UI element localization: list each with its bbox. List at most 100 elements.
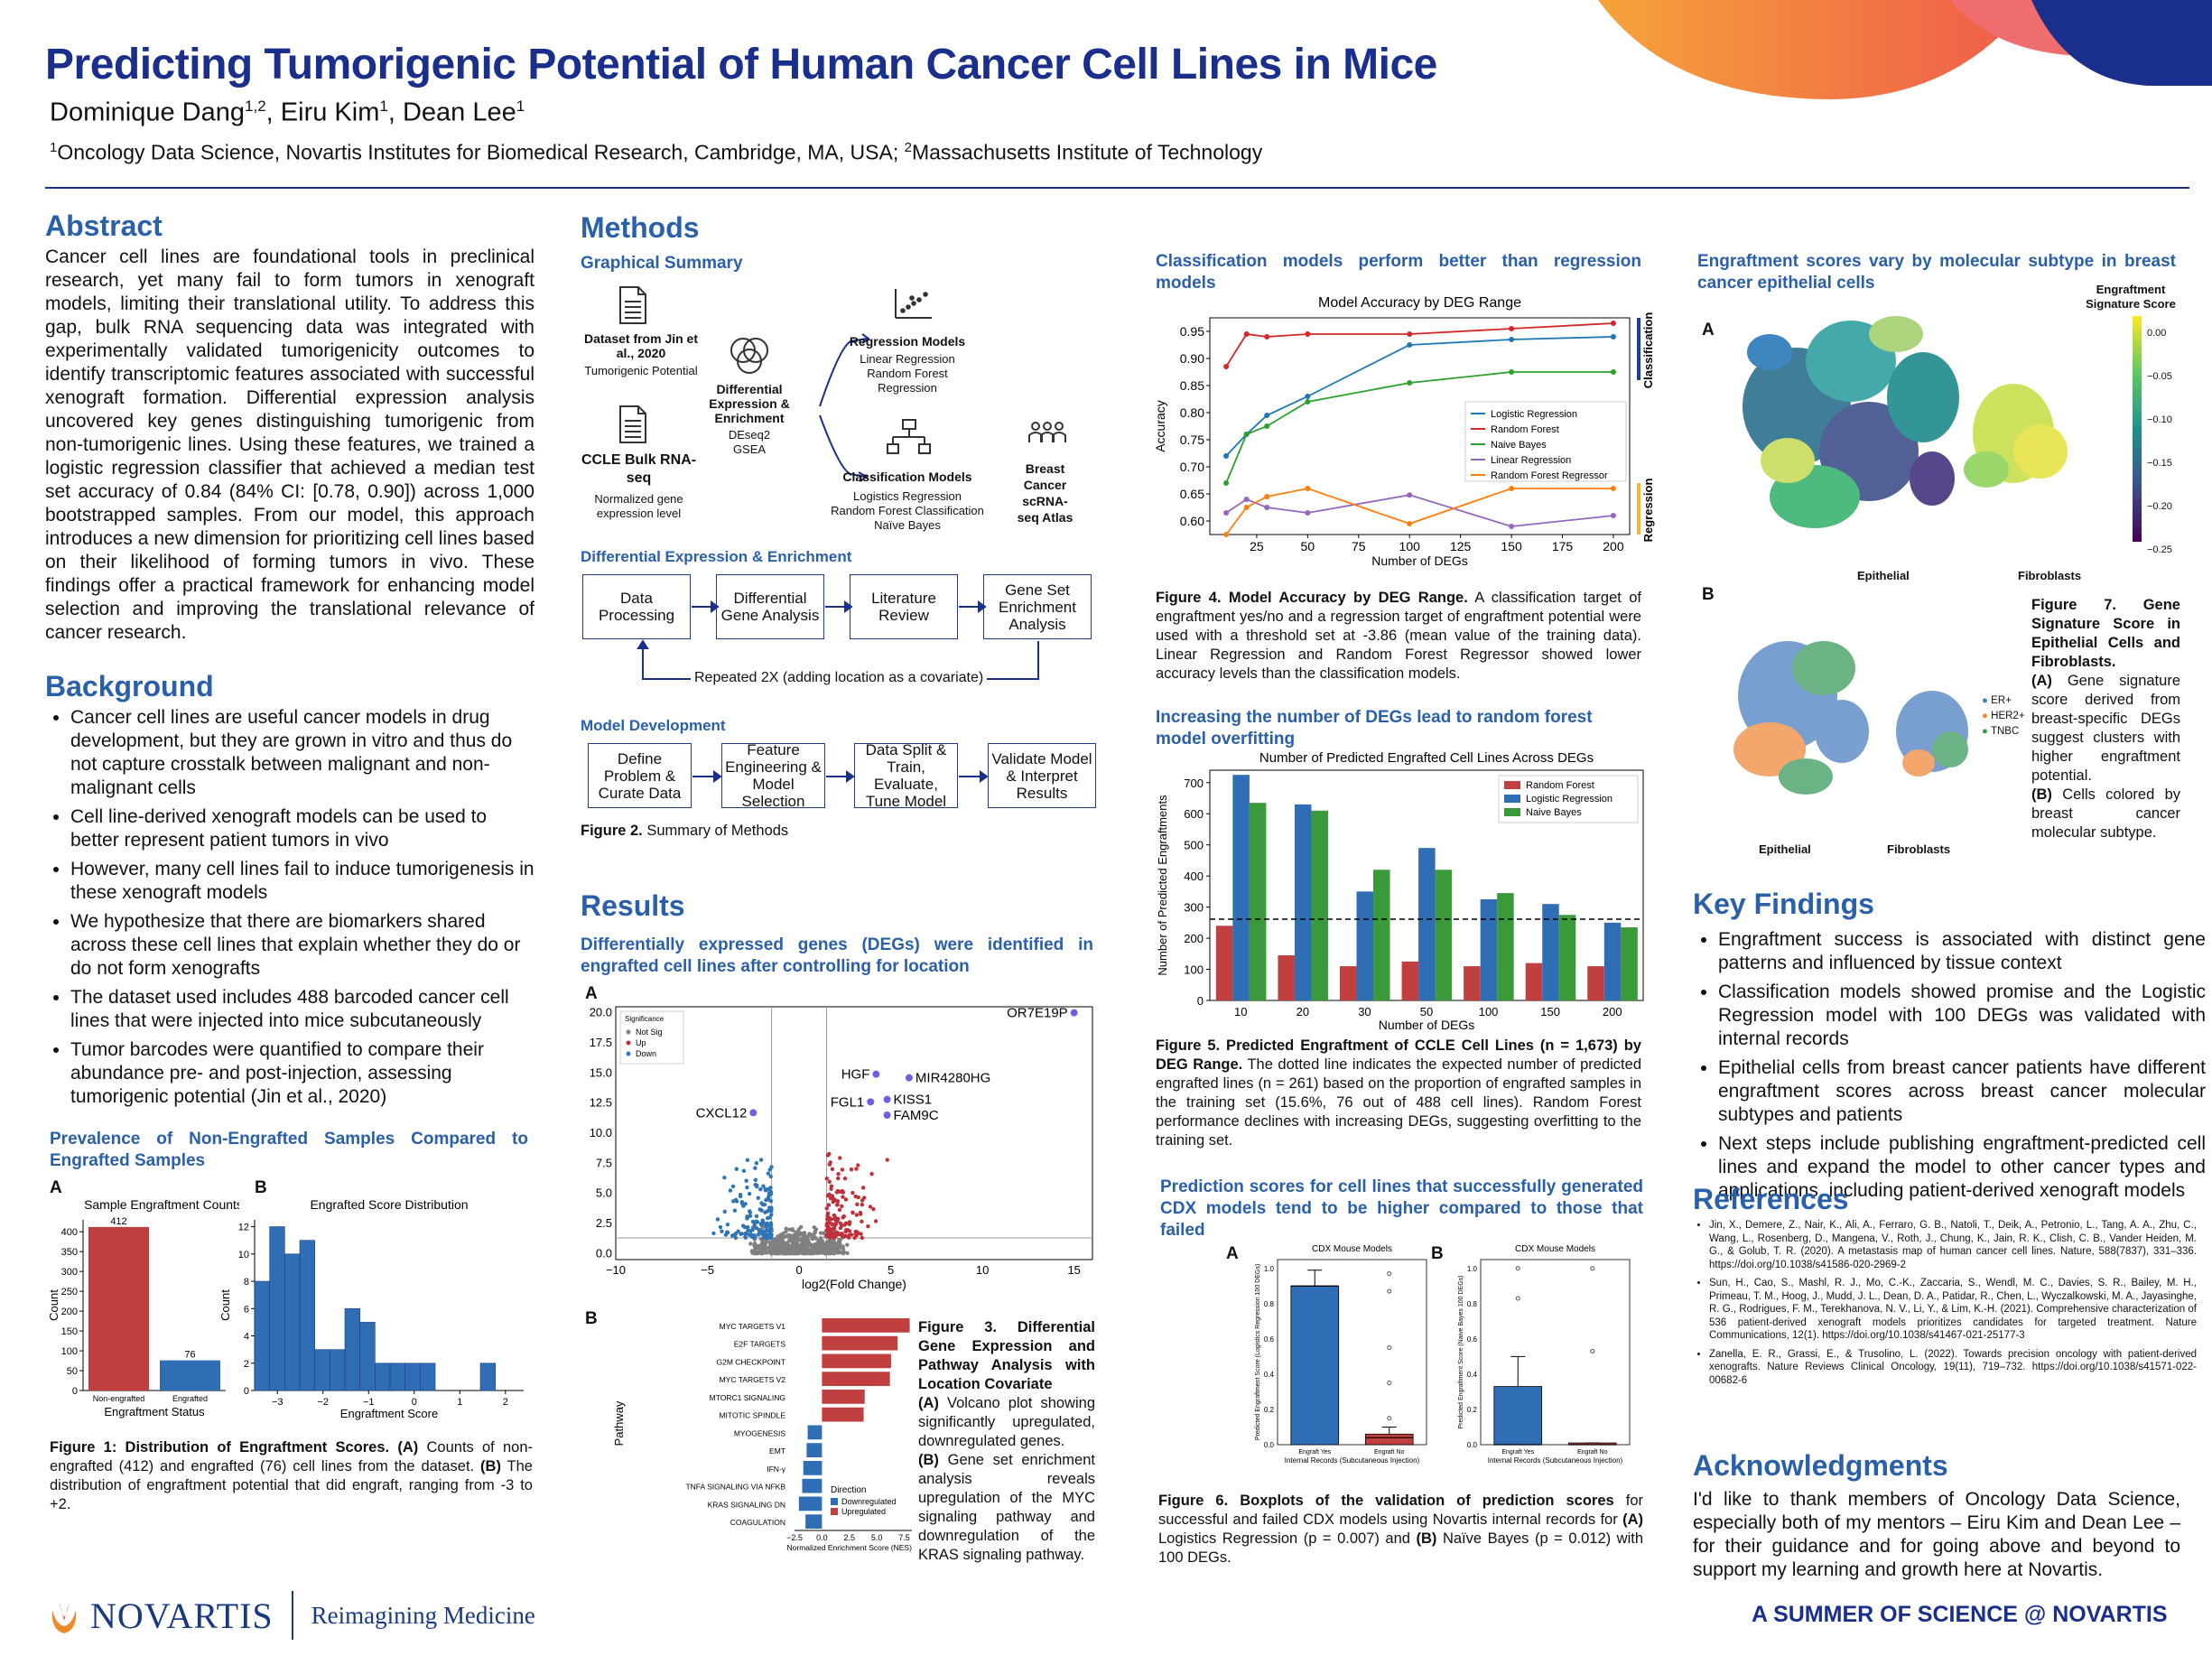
legend-marker <box>831 1498 838 1505</box>
subtype-legend: ● ER+ ● HER2+ ● TNBC <box>1982 695 2025 737</box>
x-tick-label: Engraft Yes <box>1298 1449 1331 1456</box>
volcano-point-not-sig <box>814 1243 820 1248</box>
fig6-caption: Figure 6. Boxplots of the validation of … <box>1158 1493 1643 1566</box>
poster-title: Predicting Tumorigenic Potential of Huma… <box>45 41 1437 88</box>
y-tick-label: 8 <box>244 1277 249 1288</box>
y-tick-label: 0.95 <box>1180 324 1204 339</box>
volcano-point-up <box>837 1207 842 1213</box>
legend-label: Naive Bayes <box>1491 440 1547 451</box>
x-tick-label: Engraft No <box>1374 1449 1405 1456</box>
series-point <box>1610 369 1616 375</box>
document-icon <box>619 405 646 443</box>
series-line <box>1225 494 1614 527</box>
fig6a-boxplot: CDX Mouse Models 0.0 0.2 0.4 0.6 0.8 1.0 Engraf… <box>1255 1244 1427 1465</box>
volcano-point-not-sig <box>787 1250 793 1255</box>
pathway-label: TNFA SIGNALING VIA NFKB <box>685 1483 785 1492</box>
classification-model-item: Logistics Regression <box>853 489 962 503</box>
abstract-heading: Abstract <box>45 209 163 242</box>
volcano-point-up <box>836 1232 841 1237</box>
y-tick-label: 0.2 <box>1264 1406 1275 1414</box>
x-axis-label: Normalized Enrichment Score (NES) <box>787 1543 913 1552</box>
fig3a-volcano-plot: 0.0 2.5 5.0 7.5 10.0 12.5 15.0 17.5 20.0 −10 −5 0 5 1… <box>590 1006 1093 1291</box>
y-axis-label: Number of Predicted Engraftments <box>1156 795 1169 976</box>
volcano-point-down <box>769 1208 774 1214</box>
volcano-point-down <box>766 1196 770 1201</box>
volcano-point-not-sig <box>776 1242 781 1246</box>
volcano-point-up <box>832 1216 837 1222</box>
bar-value-label: 76 <box>184 1350 195 1361</box>
series-point <box>1509 337 1515 342</box>
series-point <box>1223 532 1230 537</box>
reference-item: Sun, H., Cao, S., Mashl, R. J., Mo, C.-K… <box>1709 1277 2197 1343</box>
y-tick-label: 50 <box>67 1366 78 1377</box>
volcano-point-not-sig <box>770 1249 775 1253</box>
volcano-point-up <box>873 1219 878 1223</box>
volcano-point-up <box>825 1233 830 1238</box>
document-icon <box>619 286 646 324</box>
bar <box>1401 961 1419 1000</box>
volcano-point-down <box>733 1232 739 1236</box>
histogram-bar <box>269 1226 285 1391</box>
ccle-title: CCLE Bulk RNA-seq <box>581 452 697 486</box>
volcano-point-down <box>739 1232 743 1236</box>
volcano-point-down <box>734 1199 739 1204</box>
x-tick-label: 5 <box>888 1263 894 1277</box>
volcano-point-down <box>718 1224 723 1230</box>
labeled-gene-point <box>905 1074 913 1082</box>
y-tick-label: 200 <box>61 1307 78 1317</box>
fig4-caption: Figure 4. Model Accuracy by DEG Range. A… <box>1156 590 1641 682</box>
results-heading: Results <box>581 889 685 922</box>
box <box>1364 1433 1414 1446</box>
fig7-caption: Figure 7. Gene Signature Score in Epithe… <box>2031 597 2180 841</box>
x-tick-label: 0 <box>412 1397 417 1408</box>
novartis-logo: NOVARTIS Reimagining Medicine <box>45 1591 535 1640</box>
outlier-point <box>1387 1381 1392 1386</box>
series-point <box>1305 399 1311 405</box>
legend-dot: ● <box>1982 726 1988 737</box>
volcano-point-not-sig <box>776 1251 781 1255</box>
ccle-subtitle: Normalized gene expression level <box>594 492 683 520</box>
volcano-point-not-sig <box>762 1242 767 1247</box>
volcano-point-up <box>869 1171 874 1177</box>
y-tick-label: 10 <box>238 1250 249 1260</box>
regression-model-item: Random Forest <box>867 367 948 380</box>
x-tick-label: −10 <box>606 1263 626 1277</box>
volcano-point-not-sig <box>767 1245 773 1250</box>
series-point <box>1509 486 1515 491</box>
volcano-point-not-sig <box>753 1248 757 1252</box>
chart-title: Model Accuracy by DEG Range <box>1318 295 1521 311</box>
fig1b-chart: Engrafted Score Distribution024681012−3−… <box>218 1197 524 1420</box>
series-point <box>1264 413 1270 418</box>
series-point <box>1305 510 1311 516</box>
y-axis-label: Count <box>47 1289 60 1321</box>
volcano-point-up <box>836 1216 841 1222</box>
volcano-point-not-sig <box>836 1238 841 1242</box>
volcano-point-down <box>760 1229 766 1233</box>
affiliations: 1Oncology Data Science, Novartis Institu… <box>50 140 1263 164</box>
people-icon <box>1028 422 1066 442</box>
volcano-point-up <box>841 1214 847 1219</box>
de-enrichment-heading: Differential Expression & Enrichment <box>581 548 852 565</box>
volcano-point-down <box>746 1228 750 1232</box>
x-tick-label: −3 <box>272 1397 283 1408</box>
fig1-caption: Figure 1: Distribution of Engraftment Sc… <box>50 1439 534 1512</box>
series-point <box>1610 486 1616 491</box>
series-point <box>1509 524 1515 529</box>
volcano-point-not-sig <box>749 1249 755 1253</box>
nes-bar <box>822 1390 865 1404</box>
volcano-point-not-sig <box>770 1245 776 1250</box>
volcano-point-up <box>847 1220 852 1224</box>
volcano-point-up <box>885 1158 889 1162</box>
volcano-point-up <box>854 1213 860 1217</box>
x-axis-label: Number of DEGs <box>1379 1018 1475 1032</box>
volcano-point-not-sig <box>783 1244 788 1250</box>
volcano-point-up <box>858 1210 863 1215</box>
header-divider <box>45 187 2189 189</box>
gene-label: FGL1 <box>831 1094 865 1110</box>
y-tick-label: 5.0 <box>596 1186 612 1200</box>
volcano-point-down <box>725 1222 730 1227</box>
volcano-point-down <box>750 1219 756 1224</box>
volcano-point-down <box>762 1203 767 1207</box>
volcano-point-up <box>846 1228 850 1232</box>
y-tick-label: 2.5 <box>596 1216 612 1230</box>
